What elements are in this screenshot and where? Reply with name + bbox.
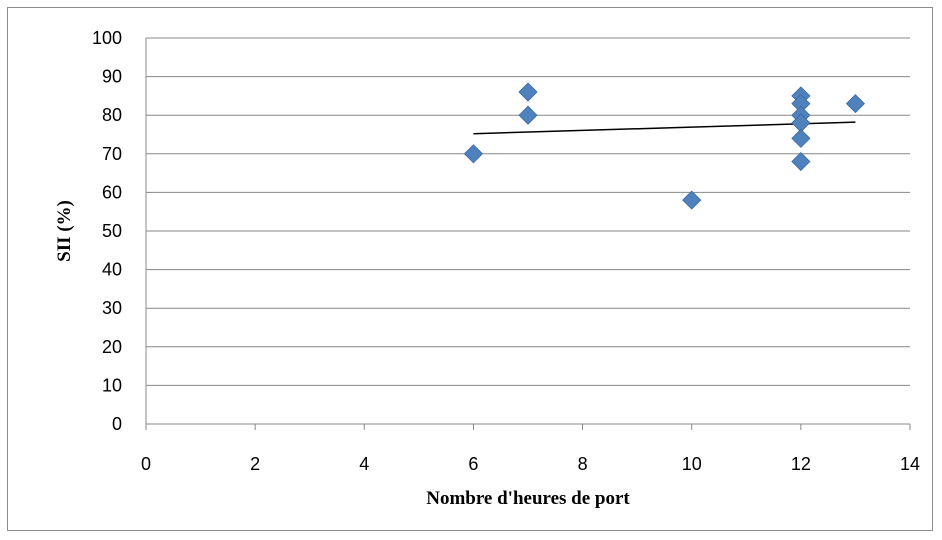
x-tick-labels: 0 2 4 6 8 10 12 14 bbox=[141, 454, 920, 474]
y-tick-label-10: 10 bbox=[102, 375, 122, 395]
y-tick-label-60: 60 bbox=[102, 182, 122, 202]
x-tick-label-8: 8 bbox=[578, 454, 588, 474]
y-tick-label-50: 50 bbox=[102, 221, 122, 241]
x-tick-label-6: 6 bbox=[468, 454, 478, 474]
data-point-2 bbox=[518, 105, 538, 125]
trendline bbox=[473, 121, 856, 135]
y-tick-label-70: 70 bbox=[102, 144, 122, 164]
x-tick-label-10: 10 bbox=[682, 454, 702, 474]
trendline-group bbox=[473, 121, 856, 135]
x-tick-label-2: 2 bbox=[250, 454, 260, 474]
y-tick-label-40: 40 bbox=[102, 260, 122, 280]
y-tick-label-20: 20 bbox=[102, 337, 122, 357]
y-axis-title: SII (%) bbox=[54, 200, 75, 262]
data-points bbox=[463, 82, 865, 210]
y-tick-label-90: 90 bbox=[102, 67, 122, 87]
x-tick-label-14: 14 bbox=[900, 454, 920, 474]
data-point-8 bbox=[791, 128, 811, 148]
data-point-0 bbox=[463, 144, 483, 164]
x-tick-label-12: 12 bbox=[791, 454, 811, 474]
y-tick-label-80: 80 bbox=[102, 105, 122, 125]
x-tick-label-4: 4 bbox=[359, 454, 369, 474]
grid-lines bbox=[146, 37, 910, 386]
data-point-3 bbox=[682, 190, 702, 210]
axes bbox=[145, 38, 911, 430]
x-axis-title: Nombre d'heures de port bbox=[426, 488, 630, 509]
y-tick-label-100: 100 bbox=[92, 28, 122, 48]
data-point-9 bbox=[791, 151, 811, 172]
chart-frame bbox=[7, 7, 933, 531]
data-point-10 bbox=[845, 94, 865, 114]
y-tick-labels: 0 10 20 30 40 50 60 70 80 90 100 bbox=[92, 28, 122, 434]
y-tick-label-30: 30 bbox=[102, 298, 122, 318]
x-tick-label-0: 0 bbox=[141, 454, 151, 474]
y-tick-label-0: 0 bbox=[112, 414, 122, 434]
data-point-1 bbox=[518, 82, 538, 102]
